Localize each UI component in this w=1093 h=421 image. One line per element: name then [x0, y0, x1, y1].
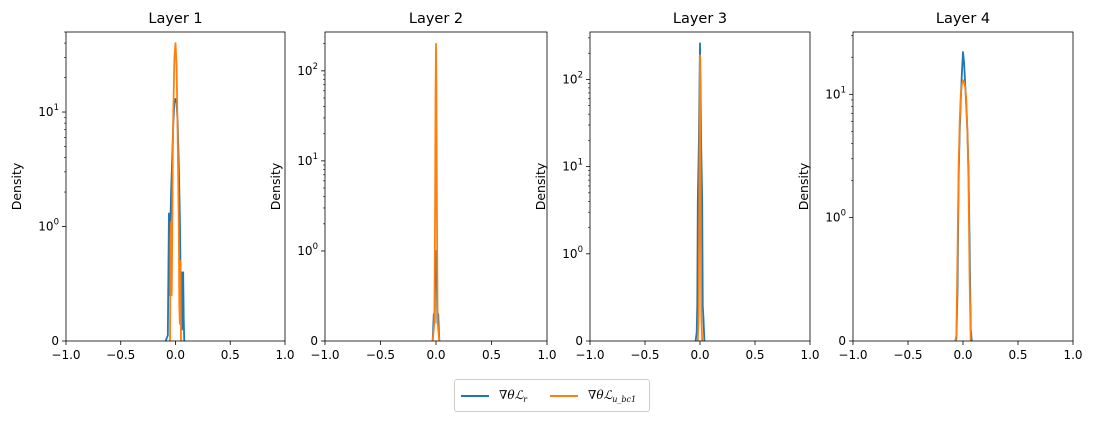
x-tick-label: 0.0: [426, 348, 445, 362]
series-line-r: [694, 42, 706, 342]
legend: ∇θℒr ∇θℒu_bc1: [454, 379, 650, 412]
x-tick-label: 0.0: [690, 348, 709, 362]
x-tick-label: 0.5: [482, 348, 501, 362]
series-line-bc1: [954, 79, 972, 342]
x-tick-label: −0.5: [630, 348, 659, 362]
y-tick-label: 101: [38, 103, 59, 119]
plot-frame: [589, 31, 811, 342]
y-axis-label: Density: [9, 162, 24, 210]
chart-title: Layer 4: [936, 11, 990, 27]
x-tick-label: 1.0: [275, 348, 294, 362]
y-tick-label: 100: [825, 209, 846, 225]
x-tick-label: −1.0: [575, 348, 604, 362]
chart-title: Layer 1: [148, 11, 202, 27]
x-tick-label: −0.5: [106, 348, 135, 362]
x-tick-label: −1.0: [838, 348, 867, 362]
legend-entry-bc1: ∇θℒu_bc1: [550, 388, 636, 404]
x-tick-label: −1.0: [51, 348, 80, 362]
x-tick-label: −0.5: [893, 348, 922, 362]
y-tick-label: 0: [51, 334, 59, 348]
series-line-bc1: [431, 42, 441, 342]
x-tick-label: 1.0: [800, 348, 819, 362]
plot-frame: [852, 31, 1074, 342]
y-tick-label: 100: [297, 242, 318, 258]
plot-frame: [324, 31, 548, 342]
chart-title: Layer 2: [409, 11, 463, 27]
y-tick-label: 0: [838, 334, 846, 348]
legend-swatch-bc1: [550, 395, 578, 397]
chart-panel-3: Layer 3 Density −1.0 −0.5 0.0 0.5 1.0 0 100 101 10…: [533, 11, 820, 362]
x-tick-label: −1.0: [310, 348, 339, 362]
chart-panel-2: Layer 2 Density −1.0 −0.5 0.0 0.5 1.0 0 100 101 10…: [268, 11, 557, 362]
y-tick-label: 102: [297, 62, 318, 78]
x-tick-label: 1.0: [537, 348, 556, 362]
x-tick-label: 0.5: [1008, 348, 1027, 362]
y-tick-label: 0: [310, 334, 318, 348]
x-tick-label: 0.5: [221, 348, 240, 362]
y-axis-label: Density: [268, 162, 283, 210]
series-line-bc1: [696, 54, 704, 342]
x-tick-label: 1.0: [1063, 348, 1082, 362]
legend-label-r: ∇θℒr: [499, 388, 528, 404]
legend-swatch-r: [461, 395, 489, 397]
series-line-bc1: [169, 42, 182, 342]
y-tick-label: 0: [575, 334, 583, 348]
x-tick-label: −0.5: [366, 348, 395, 362]
y-axis-label: Density: [796, 162, 811, 210]
x-tick-label: 0.5: [745, 348, 764, 362]
legend-entry-r: ∇θℒr: [461, 388, 527, 404]
x-tick-label: 0.0: [166, 348, 185, 362]
chart-title: Layer 3: [673, 11, 727, 27]
legend-label-bc1: ∇θℒu_bc1: [588, 388, 637, 404]
y-tick-label: 101: [562, 158, 583, 174]
y-tick-label: 100: [38, 218, 59, 234]
y-tick-label: 101: [297, 152, 318, 168]
chart-panel-1: Layer 1 Density −1.0 −0.5 0.0 0.5 1.0 0 100 101: [9, 11, 295, 362]
y-tick-label: 102: [562, 70, 583, 86]
y-tick-label: 101: [825, 85, 846, 101]
y-tick-label: 100: [562, 245, 583, 261]
x-tick-label: 0.0: [953, 348, 972, 362]
chart-panel-4: Layer 4 Density −1.0 −0.5 0.0 0.5 1.0 0 100 101: [796, 11, 1083, 362]
plot-frame: [65, 31, 286, 342]
y-axis-label: Density: [533, 162, 548, 210]
